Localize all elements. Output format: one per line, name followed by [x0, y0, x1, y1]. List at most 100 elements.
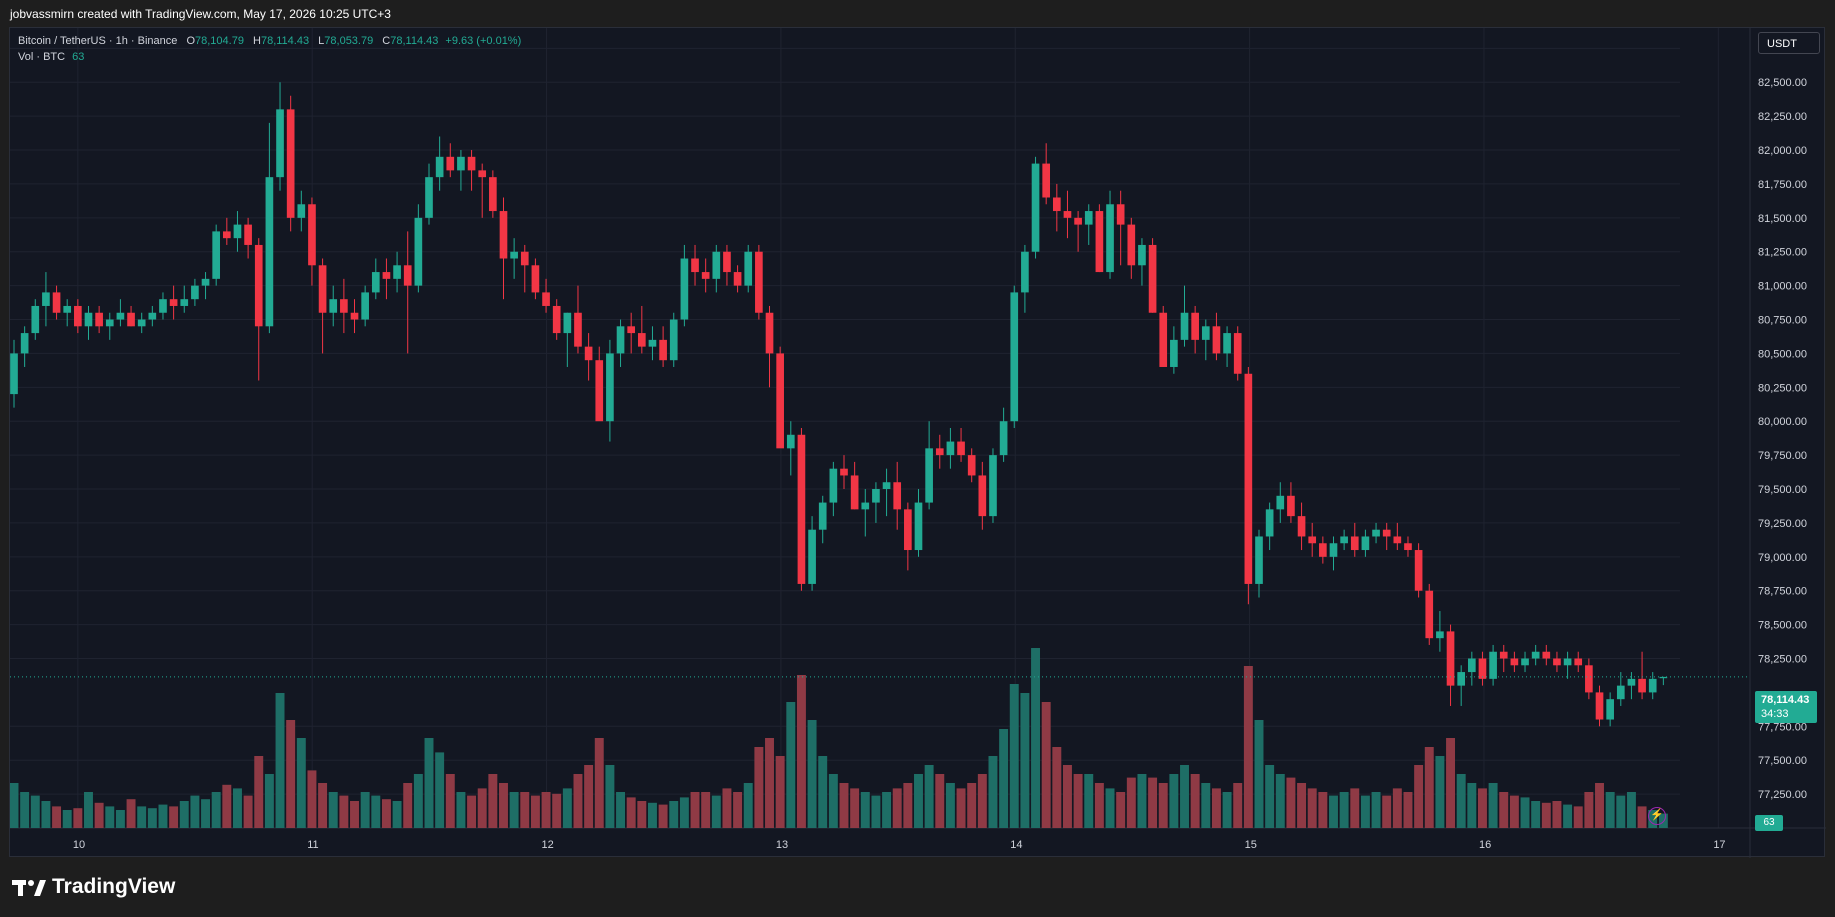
- volume-bar: [158, 804, 168, 828]
- candle-body: [1457, 672, 1466, 686]
- volume-bar: [137, 806, 147, 828]
- high-value: 78,114.43: [260, 35, 310, 47]
- volume-bar: [169, 806, 179, 828]
- volume-bar: [594, 738, 604, 828]
- candle-body: [989, 455, 997, 517]
- change-value: +9.63 (+0.01%): [445, 35, 522, 47]
- volume-bar: [1605, 792, 1615, 828]
- volume-bar: [1456, 774, 1466, 828]
- volume-bar: [286, 720, 296, 828]
- candle-body: [222, 231, 231, 239]
- candle-body: [1021, 251, 1029, 293]
- candle-body: [1510, 658, 1519, 666]
- y-tick-label: 79,750.00: [1758, 450, 1807, 462]
- volume-bar: [10, 783, 19, 828]
- volume-bar: [1392, 788, 1402, 828]
- volume-bar: [945, 783, 955, 828]
- volume-bar: [1318, 792, 1328, 828]
- candle-body: [1308, 536, 1317, 544]
- x-tick-label: 13: [776, 839, 788, 851]
- volume-bar: [1222, 792, 1232, 828]
- volume-bar: [1190, 774, 1200, 828]
- candle-body: [691, 258, 699, 273]
- volume-bar: [743, 783, 753, 828]
- volume-bar: [477, 788, 487, 828]
- volume-bar: [1424, 747, 1434, 828]
- volume-bar: [1243, 666, 1253, 828]
- volume-bar: [1339, 792, 1349, 828]
- candle-body: [340, 299, 348, 313]
- volume-bar: [30, 795, 40, 828]
- volume-bar: [371, 795, 381, 828]
- tradingview-logo-icon: [12, 880, 46, 897]
- symbol-title[interactable]: Bitcoin / TetherUS · 1h · Binance: [18, 35, 178, 47]
- volume-bar: [733, 792, 743, 828]
- volume-bar: [1286, 777, 1296, 828]
- volume-bar: [882, 792, 892, 828]
- volume-bar: [1169, 774, 1179, 828]
- volume-bar: [115, 810, 125, 828]
- candle-body: [584, 346, 593, 361]
- volume-bar: [1403, 792, 1413, 828]
- volume-bar: [201, 799, 211, 828]
- volume-bar: [1254, 720, 1264, 828]
- candle-body: [1467, 658, 1476, 673]
- price-chart[interactable]: 82,750.0082,500.0082,250.0082,000.0081,7…: [10, 28, 1826, 858]
- chart-area[interactable]: 82,750.0082,500.0082,250.0082,000.0081,7…: [9, 27, 1826, 858]
- y-tick-label: 81,000.00: [1758, 281, 1807, 293]
- candle-body: [95, 312, 103, 327]
- volume-bar: [530, 795, 540, 828]
- candle-body: [1563, 658, 1572, 666]
- volume-bar: [52, 806, 62, 828]
- volume-bar: [1626, 792, 1636, 828]
- candle-body: [850, 475, 859, 510]
- volume-bar: [818, 756, 828, 828]
- candle-body: [1297, 516, 1306, 537]
- candle-body: [1659, 676, 1668, 679]
- volume-bar: [807, 720, 817, 828]
- candle-body: [1212, 326, 1221, 354]
- volume-value: 63: [72, 51, 85, 63]
- candle-body: [1063, 211, 1072, 218]
- y-tick-label: 77,750.00: [1758, 721, 1807, 733]
- volume-bar: [264, 774, 274, 828]
- candle-body: [425, 177, 433, 218]
- volume-bar: [1435, 756, 1445, 828]
- candle-body: [489, 177, 497, 212]
- volume-bar: [1616, 795, 1626, 828]
- candle-body: [1276, 495, 1285, 510]
- volume-bar: [1233, 783, 1243, 828]
- low-key: L: [318, 35, 325, 47]
- volume-label[interactable]: Vol · BTC: [18, 51, 66, 63]
- currency-button[interactable]: USDT: [1758, 32, 1820, 54]
- volume-bar: [584, 765, 594, 828]
- candle-body: [1148, 244, 1157, 313]
- candle-body: [10, 353, 18, 395]
- candle-body: [31, 305, 40, 334]
- candle-body: [946, 441, 955, 456]
- candle-body: [1329, 543, 1338, 557]
- volume-bar: [1148, 777, 1158, 828]
- lightning-icon[interactable]: ⚡: [1648, 807, 1666, 825]
- last-price-label: 78,114.43: [1761, 694, 1810, 706]
- volume-bar: [786, 702, 796, 828]
- candle-body: [925, 448, 933, 503]
- volume-bar: [892, 788, 902, 828]
- candle-body: [701, 272, 710, 279]
- x-tick-label: 11: [307, 839, 318, 851]
- volume-bar: [243, 795, 253, 828]
- y-tick-label: 79,250.00: [1758, 518, 1807, 530]
- candle-body: [308, 204, 316, 266]
- volume-bar: [1637, 806, 1647, 828]
- y-tick-label: 78,750.00: [1758, 586, 1807, 598]
- candle-body: [520, 251, 529, 266]
- candle-body: [42, 292, 50, 306]
- candle-body: [1350, 536, 1359, 551]
- volume-bar: [1116, 792, 1126, 828]
- volume-bar: [392, 801, 402, 828]
- candle-body: [84, 312, 93, 327]
- candle-body: [1585, 665, 1593, 693]
- candle-body: [254, 244, 263, 327]
- candle-body: [1542, 651, 1551, 659]
- candle-body: [1042, 163, 1051, 198]
